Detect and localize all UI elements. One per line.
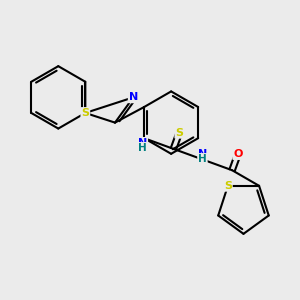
Text: N: N <box>138 138 147 148</box>
Text: H: H <box>198 154 207 164</box>
Text: N: N <box>129 92 138 102</box>
Text: H: H <box>138 142 147 153</box>
Text: S: S <box>175 128 183 138</box>
Text: S: S <box>81 108 89 118</box>
Text: N: N <box>198 149 207 159</box>
Text: O: O <box>233 149 243 159</box>
Text: S: S <box>224 181 232 191</box>
